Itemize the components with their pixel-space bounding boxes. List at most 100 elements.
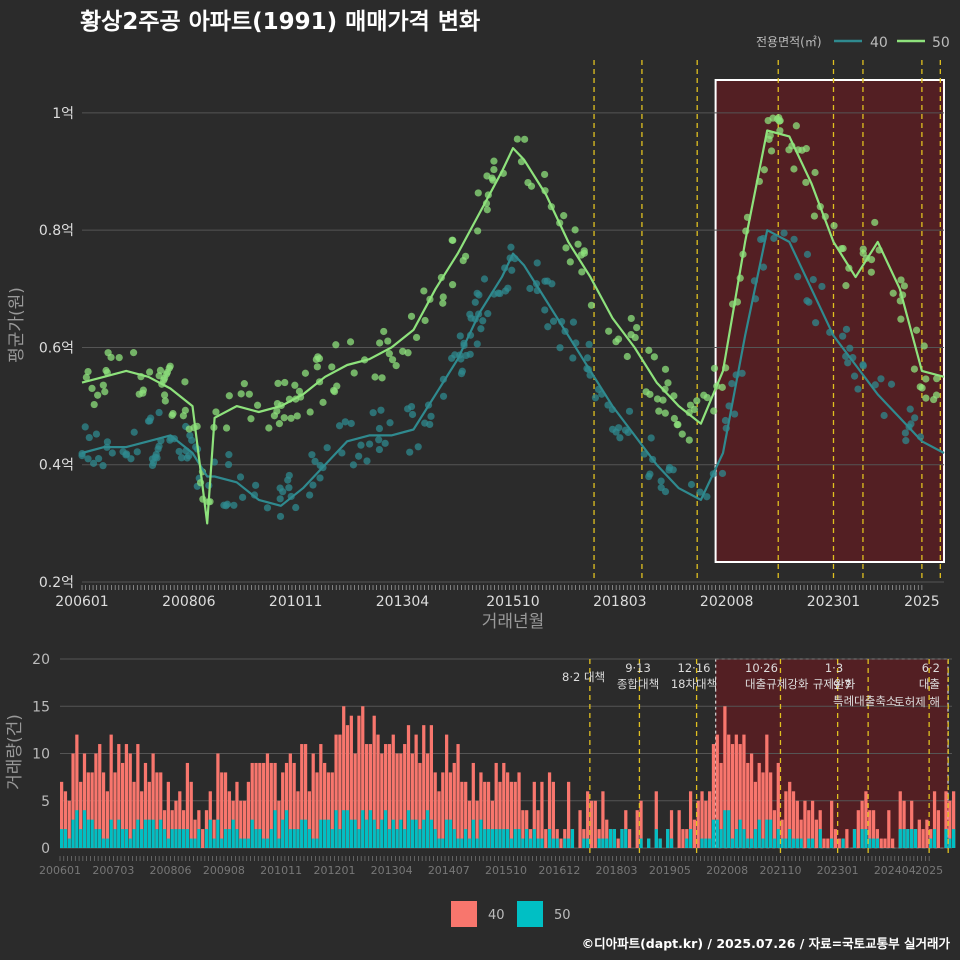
price-point-40 [175, 447, 183, 456]
volume-bar-40 [460, 781, 464, 848]
volume-bar-40 [738, 744, 742, 848]
volume-bar-50 [753, 829, 758, 848]
price-point-40 [887, 380, 896, 388]
policy-annotation-label: 대출 [919, 677, 940, 691]
price-point-50 [811, 168, 819, 177]
volume-bar-50 [460, 838, 464, 848]
volume-bar-50 [688, 829, 693, 848]
volume-bar-50 [406, 810, 411, 848]
price-point-50 [306, 408, 314, 416]
price-point-40 [738, 369, 746, 377]
volume-bar-50 [147, 819, 151, 848]
price-point-50 [253, 401, 262, 409]
price-point-40 [89, 459, 98, 467]
volume-bar-50 [734, 829, 738, 848]
volume-bar-40 [772, 810, 777, 848]
price-point-40 [533, 259, 541, 267]
price-point-40 [846, 344, 854, 352]
volume-bar-40 [418, 762, 422, 848]
volume-bar-40 [788, 781, 792, 848]
price-point-40 [316, 474, 324, 482]
legend-label-50: 50 [932, 35, 950, 51]
volume-bar-50 [818, 829, 822, 848]
volume-x-tick-label: 2025 [915, 864, 943, 877]
price-point-40 [108, 449, 116, 457]
volume-bar-40 [307, 791, 312, 848]
price-point-40 [127, 455, 135, 463]
volume-bar-40 [342, 706, 346, 848]
volume-bar-50 [86, 819, 90, 848]
volume-y-axis-label: 거래량(건) [5, 714, 25, 790]
volume-bar-50 [860, 829, 864, 848]
price-point-50 [275, 420, 284, 428]
price-point-40 [471, 298, 479, 306]
volume-bar-50 [445, 819, 449, 848]
price-point-50 [871, 218, 879, 227]
volume-bar-40 [387, 744, 392, 848]
price-point-40 [803, 250, 812, 258]
volume-bar-40 [513, 781, 517, 848]
price-point-50 [160, 391, 169, 399]
volume-bar-50 [727, 810, 731, 848]
volume-bar-50 [357, 829, 361, 848]
volume-bar-50 [239, 838, 243, 848]
volume-bar-50 [300, 819, 304, 848]
volume-bar-50 [326, 819, 331, 848]
volume-bar-40 [235, 781, 239, 848]
volume-bar-50 [871, 838, 876, 848]
volume-x-tick-label: 200703 [92, 864, 134, 877]
volume-bar-40 [330, 772, 334, 848]
policy-annotation-label: 10·26 [745, 661, 778, 675]
price-point-50 [897, 315, 905, 323]
price-x-axis-label: 거래년월 [482, 612, 545, 632]
volume-bar-40 [498, 781, 502, 848]
volume-bar-50 [403, 829, 407, 848]
price-point-40 [224, 460, 233, 469]
price-point-40 [92, 430, 101, 438]
price-point-40 [665, 463, 674, 472]
price-point-50 [918, 384, 926, 392]
volume-bar-40 [101, 772, 106, 848]
volume-bar-40 [410, 753, 414, 848]
volume-bar-50 [319, 819, 323, 848]
volume-bar-50 [311, 838, 315, 848]
volume-bar-50 [738, 819, 742, 848]
volume-bar-50 [624, 829, 628, 848]
volume-bar-40 [837, 838, 841, 848]
price-point-40 [657, 477, 665, 485]
price-point-40 [177, 454, 186, 462]
volume-bar-40 [742, 734, 746, 848]
volume-bar-40 [864, 791, 868, 848]
volume-bar-50 [193, 838, 197, 848]
volume-bar-50 [772, 838, 777, 848]
volume-bar-50 [330, 829, 334, 848]
volume-bar-50 [563, 838, 567, 848]
price-point-40 [803, 297, 811, 305]
volume-bar-40 [696, 800, 700, 848]
policy-annotation-label: 8·2 대책 [562, 670, 605, 684]
volume-bar-40 [368, 744, 373, 848]
volume-bar-50 [284, 810, 289, 848]
volume-bar-40 [551, 781, 555, 848]
price-point-40 [375, 445, 384, 454]
volume-bar-50 [250, 819, 254, 848]
volume-bar-50 [654, 829, 658, 848]
volume-bar-50 [784, 838, 788, 848]
volume-bar-50 [120, 829, 125, 848]
volume-bar-50 [807, 838, 811, 848]
volume-bar-40 [159, 772, 163, 848]
volume-bar-40 [448, 772, 453, 848]
volume-bar-50 [124, 829, 129, 848]
price-point-40 [421, 419, 429, 427]
price-point-50 [281, 378, 289, 387]
price-point-50 [922, 375, 930, 383]
price-point-50 [653, 395, 662, 403]
price-point-40 [78, 452, 86, 460]
price-point-50 [84, 367, 92, 376]
volume-bar-50 [730, 838, 735, 848]
price-point-40 [276, 512, 285, 521]
volume-bar-50 [220, 838, 224, 848]
volume-bar-40 [917, 819, 921, 848]
volume-bar-50 [875, 838, 880, 848]
price-point-40 [122, 451, 130, 459]
